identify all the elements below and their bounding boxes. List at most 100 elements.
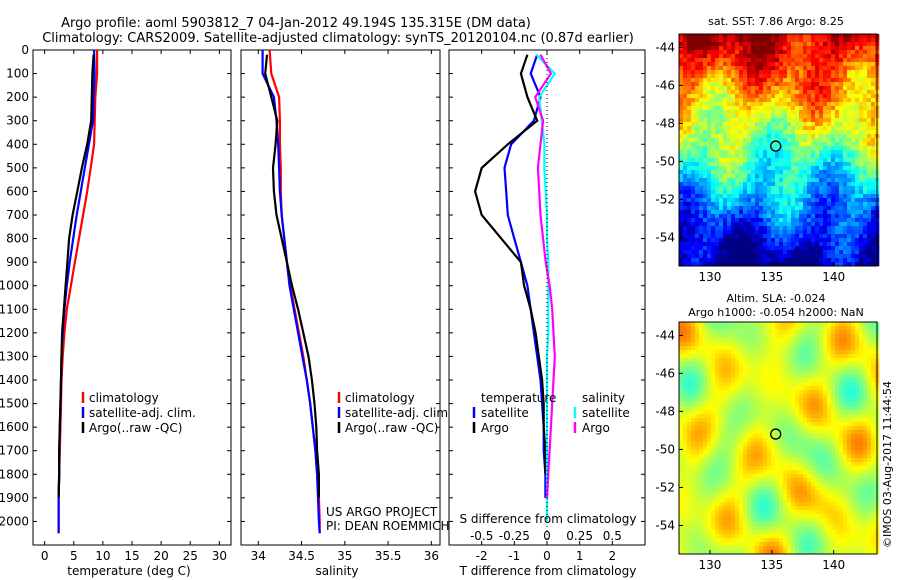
map-cell xyxy=(811,406,816,411)
map-cell xyxy=(791,198,796,203)
map-cell xyxy=(827,78,832,83)
map-cell xyxy=(727,74,732,79)
map-cell xyxy=(791,162,796,167)
map-cell xyxy=(867,138,872,143)
map-cell xyxy=(827,342,832,347)
map-cell xyxy=(803,438,808,443)
map-cell xyxy=(743,178,748,183)
map-cell xyxy=(703,418,708,423)
map-cell xyxy=(691,46,696,51)
sst-map-panel: 130 135 140-44-46-48-50-52-54 xyxy=(655,33,880,284)
map-cell xyxy=(799,42,804,47)
map-cell xyxy=(779,382,784,387)
map-cell xyxy=(747,454,752,459)
map-cell xyxy=(699,258,704,263)
map-cell xyxy=(791,126,796,131)
map-cell xyxy=(739,214,744,219)
map-cell xyxy=(847,222,852,227)
map-cell xyxy=(727,202,732,207)
map-cell xyxy=(775,142,780,147)
map-cell xyxy=(687,194,692,199)
map-cell xyxy=(735,258,740,263)
map-cell xyxy=(783,210,788,215)
map-cell xyxy=(763,58,768,63)
map-cell xyxy=(775,34,780,39)
map-cell xyxy=(811,434,816,439)
map-cell xyxy=(719,190,724,195)
map-cell xyxy=(699,242,704,247)
map-cell xyxy=(815,150,820,155)
map-cell xyxy=(743,190,748,195)
map-cell xyxy=(779,94,784,99)
map-cell xyxy=(731,378,736,383)
map-cell xyxy=(855,190,860,195)
map-cell xyxy=(843,386,848,391)
map-cell xyxy=(787,94,792,99)
map-cell xyxy=(863,78,868,83)
map-cell xyxy=(783,434,788,439)
map-cell xyxy=(683,150,688,155)
map-cell xyxy=(755,154,760,159)
map-cell xyxy=(679,462,684,467)
map-cell xyxy=(819,82,824,87)
map-cell xyxy=(851,354,856,359)
map-cell xyxy=(723,254,728,259)
map-cell xyxy=(807,322,812,327)
map-cell xyxy=(823,338,828,343)
map-cell xyxy=(763,162,768,167)
map-cell xyxy=(799,382,804,387)
map-cell xyxy=(691,258,696,263)
map-cell xyxy=(695,430,700,435)
map-cell xyxy=(687,234,692,239)
map-cell xyxy=(747,246,752,251)
map-cell xyxy=(815,118,820,123)
map-cell xyxy=(751,334,756,339)
map-cell xyxy=(795,430,800,435)
map-cell xyxy=(755,42,760,47)
map-cell xyxy=(787,90,792,95)
map-cell xyxy=(699,142,704,147)
map-cell xyxy=(803,226,808,231)
map-cell xyxy=(871,182,876,187)
map-cell xyxy=(791,430,796,435)
map-cell xyxy=(863,194,868,199)
map-cell xyxy=(871,326,876,331)
map-cell xyxy=(727,242,732,247)
map-cell xyxy=(819,326,824,331)
map-cell xyxy=(699,322,704,327)
map-cell xyxy=(807,114,812,119)
map-cell xyxy=(735,414,740,419)
y-tick-label: 200 xyxy=(6,90,29,104)
map-cell xyxy=(703,262,708,267)
map-cell xyxy=(827,366,832,371)
map-cell xyxy=(695,230,700,235)
figure-title-line1: Argo profile: aoml 5903812_7 04-Jan-2012… xyxy=(61,16,531,31)
map-cell xyxy=(771,38,776,43)
map-cell xyxy=(811,178,816,183)
map-cell xyxy=(691,134,696,139)
map-cell xyxy=(807,162,812,167)
map-cell xyxy=(751,226,756,231)
map-cell xyxy=(775,354,780,359)
map-cell xyxy=(763,50,768,55)
map-cell xyxy=(707,110,712,115)
map-cell xyxy=(799,130,804,135)
map-cell xyxy=(695,330,700,335)
map-cell xyxy=(679,194,684,199)
map-cell xyxy=(871,366,876,371)
map-cell xyxy=(687,242,692,247)
map-cell xyxy=(855,374,860,379)
map-cell xyxy=(827,182,832,187)
map-cell xyxy=(783,146,788,151)
map-cell xyxy=(859,86,864,91)
map-cell xyxy=(843,450,848,455)
map-cell xyxy=(751,370,756,375)
map-cell xyxy=(851,450,856,455)
map-cell xyxy=(847,382,852,387)
map-cell xyxy=(771,370,776,375)
map-cell xyxy=(795,370,800,375)
map-cell xyxy=(851,126,856,131)
map-cell xyxy=(755,78,760,83)
map-cell xyxy=(863,90,868,95)
map-cell xyxy=(835,402,840,407)
